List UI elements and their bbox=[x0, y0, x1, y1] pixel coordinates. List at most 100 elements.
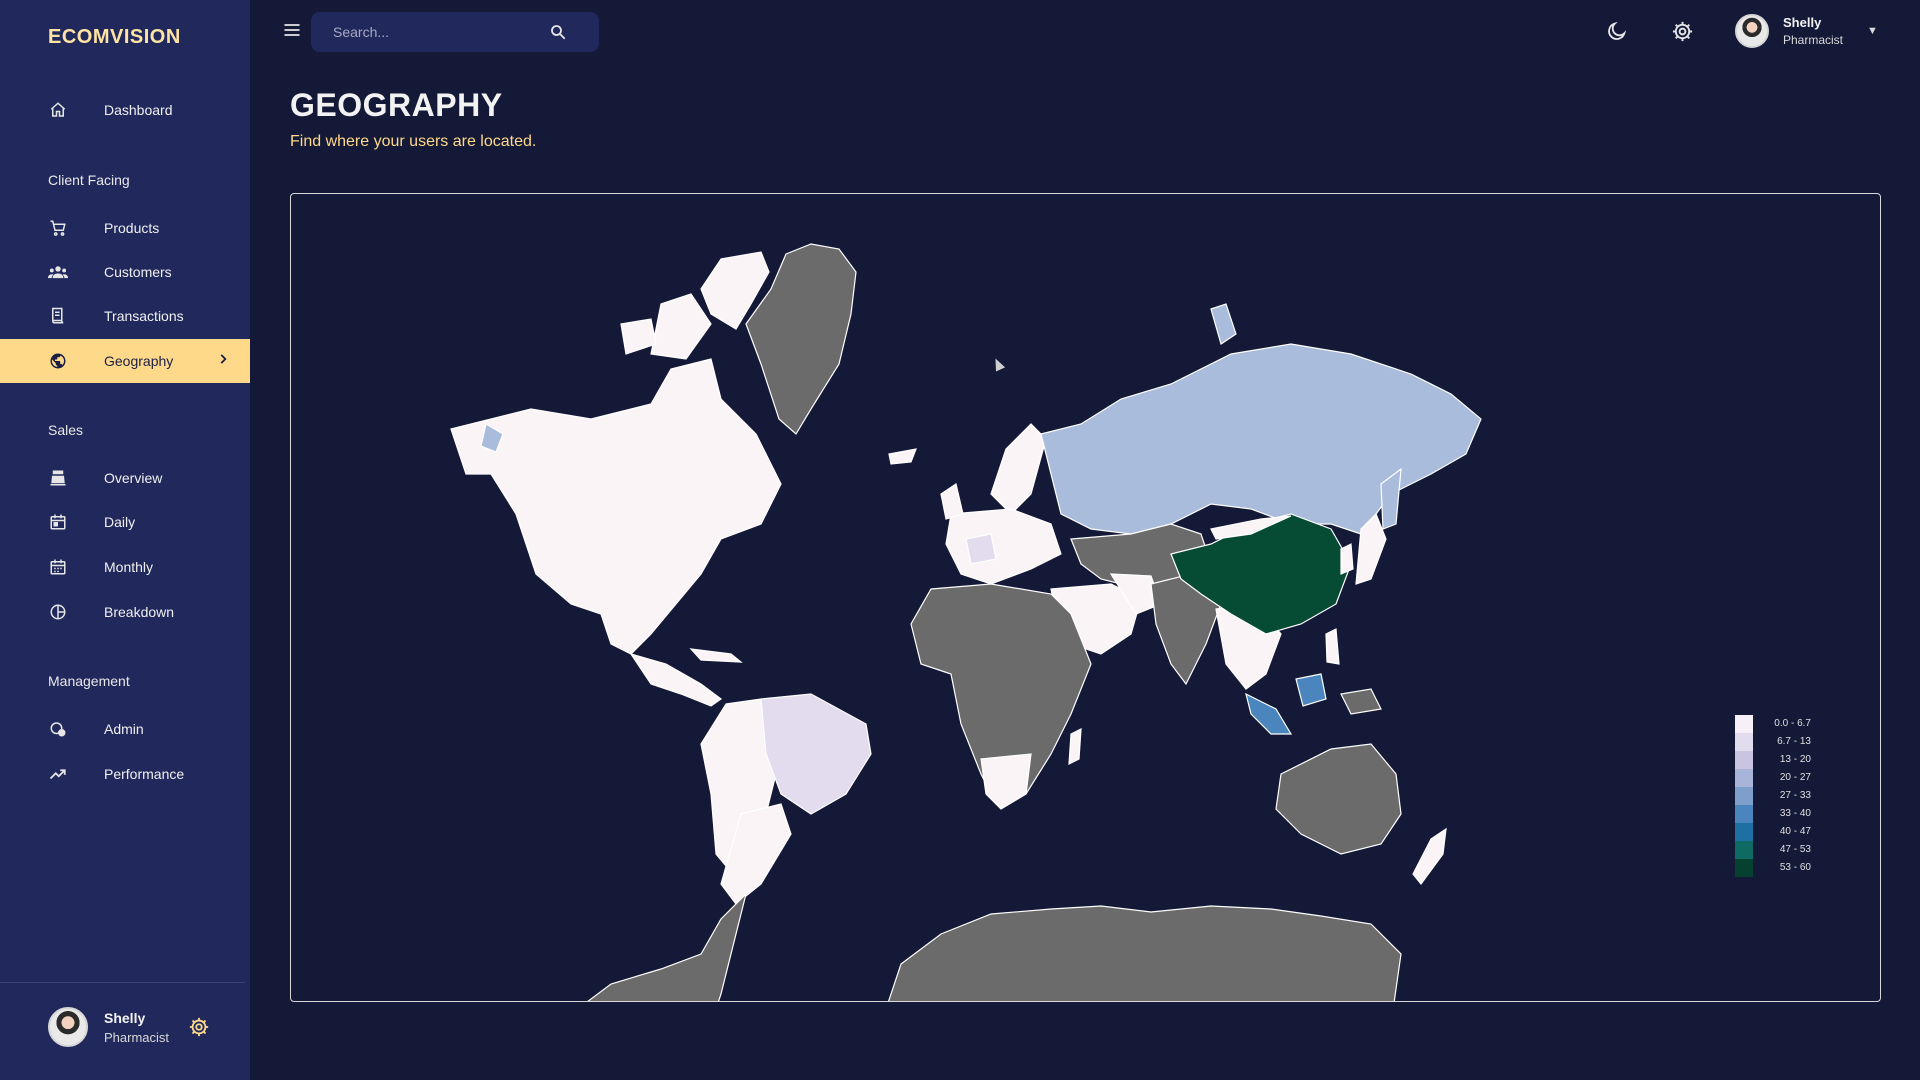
country-indonesia-borneo bbox=[1295, 673, 1327, 707]
legend-swatch bbox=[1735, 787, 1753, 805]
section-label-sales: Sales bbox=[48, 422, 84, 438]
country-antarctica-peninsula bbox=[587, 892, 748, 1001]
user-role: Pharmacist bbox=[1783, 33, 1844, 47]
sidebar-item-overview[interactable]: Overview bbox=[0, 456, 250, 500]
sidebar-item-label: Overview bbox=[104, 470, 163, 486]
globe-icon bbox=[48, 351, 68, 371]
country-central-america bbox=[629, 652, 723, 707]
sidebar-item-label: Breakdown bbox=[104, 604, 175, 620]
country-indonesia-sumatra bbox=[1245, 692, 1293, 735]
country-madagascar bbox=[1068, 727, 1082, 766]
legend-swatch bbox=[1735, 751, 1753, 769]
settings-icon[interactable] bbox=[1671, 20, 1695, 44]
sidebar-item-breakdown[interactable]: Breakdown bbox=[0, 590, 250, 634]
country-north-america bbox=[450, 358, 782, 655]
legend-swatch bbox=[1735, 859, 1753, 877]
admin-icon bbox=[48, 719, 68, 739]
country-alaska-tip bbox=[480, 423, 504, 453]
search-bar bbox=[311, 12, 599, 52]
sidebar-item-label: Admin bbox=[104, 721, 144, 737]
sidebar-item-transactions[interactable]: Transactions bbox=[0, 294, 250, 338]
country-mongolia bbox=[1210, 515, 1292, 540]
legend-swatch bbox=[1735, 805, 1753, 823]
search-input[interactable] bbox=[333, 22, 553, 42]
country-japan bbox=[1355, 512, 1387, 585]
legend-swatch bbox=[1735, 769, 1753, 787]
geography-map: 0.0 - 6.7 6.7 - 13 13 - 20 20 - 27 27 - … bbox=[290, 193, 1881, 1002]
sidebar-item-label: Transactions bbox=[104, 308, 184, 324]
search-icon[interactable] bbox=[549, 23, 567, 46]
country-russia bbox=[1040, 343, 1482, 535]
country-france bbox=[965, 533, 997, 565]
country-western-europe bbox=[945, 508, 1062, 585]
section-label-client-facing: Client Facing bbox=[48, 172, 130, 188]
section-label-management: Management bbox=[48, 673, 130, 689]
user-name: Shelly bbox=[1783, 15, 1822, 30]
user-name: Shelly bbox=[104, 1009, 146, 1026]
country-indonesia-east bbox=[1340, 688, 1382, 715]
country-argentina bbox=[720, 803, 792, 905]
country-canada-islands-3 bbox=[620, 318, 657, 355]
sidebar-item-admin[interactable]: Admin bbox=[0, 707, 250, 751]
calendar-month-icon bbox=[48, 557, 68, 577]
sidebar-user-profile[interactable]: Shelly Pharmacist bbox=[48, 1007, 169, 1047]
sidebar-item-label: Performance bbox=[104, 766, 185, 782]
sidebar: ECOMVISION Dashboard Client Facing Produ… bbox=[0, 0, 250, 1080]
chevron-right-icon bbox=[216, 352, 230, 371]
sidebar-item-label: Dashboard bbox=[104, 102, 173, 118]
country-brazil bbox=[760, 693, 872, 815]
country-philippines bbox=[1325, 628, 1340, 665]
legend-swatch bbox=[1735, 841, 1753, 859]
page-subtitle: Find where your users are located. bbox=[290, 133, 537, 150]
sidebar-item-monthly[interactable]: Monthly bbox=[0, 545, 250, 589]
sidebar-item-label: Products bbox=[104, 220, 160, 236]
country-south-africa bbox=[980, 753, 1032, 810]
sidebar-item-label: Customers bbox=[104, 264, 172, 280]
sidebar-item-daily[interactable]: Daily bbox=[0, 500, 250, 544]
page-title: GEOGRAPHY bbox=[290, 87, 503, 123]
sidebar-item-performance[interactable]: Performance bbox=[0, 752, 250, 796]
legend-swatch bbox=[1735, 715, 1753, 733]
sidebar-divider bbox=[0, 982, 245, 983]
country-kamchatka bbox=[1380, 467, 1402, 530]
topbar-user-menu[interactable]: Shelly Pharmacist ▼ bbox=[1735, 14, 1878, 48]
sidebar-item-dashboard[interactable]: Dashboard bbox=[0, 88, 250, 132]
calendar-day-icon bbox=[48, 512, 68, 532]
user-role: Pharmacist bbox=[104, 1029, 170, 1045]
legend-label: 0.0 - 6.7 bbox=[1774, 718, 1811, 729]
legend-swatch bbox=[1735, 733, 1753, 751]
receipt-icon bbox=[48, 306, 68, 326]
brand-logo-text[interactable]: ECOMVISION bbox=[48, 26, 181, 48]
country-korea bbox=[1340, 543, 1354, 575]
sidebar-item-customers[interactable]: Customers bbox=[0, 250, 250, 294]
menu-icon[interactable] bbox=[282, 20, 302, 40]
dark-mode-icon[interactable] bbox=[1606, 20, 1630, 44]
trending-up-icon bbox=[48, 764, 68, 784]
legend-label: 33 - 40 bbox=[1779, 808, 1811, 819]
sidebar-item-label: Daily bbox=[104, 514, 136, 530]
sidebar-item-label: Monthly bbox=[104, 559, 154, 575]
sidebar-item-products[interactable]: Products bbox=[0, 206, 250, 250]
avatar bbox=[48, 1007, 88, 1047]
home-icon bbox=[48, 100, 68, 120]
legend-label: 47 - 53 bbox=[1779, 844, 1811, 855]
country-canada-islands-2 bbox=[650, 293, 712, 360]
country-iceland bbox=[888, 448, 917, 465]
sidebar-item-geography[interactable]: Geography bbox=[0, 339, 250, 383]
sidebar-item-label: Geography bbox=[104, 353, 174, 369]
legend-label: 13 - 20 bbox=[1779, 754, 1811, 765]
country-uk bbox=[940, 483, 964, 520]
groups-icon bbox=[48, 262, 68, 282]
avatar bbox=[1735, 14, 1769, 48]
world-map-svg[interactable] bbox=[291, 194, 1881, 1002]
legend-label: 20 - 27 bbox=[1779, 772, 1811, 783]
arrow-drop-down-icon: ▼ bbox=[1867, 25, 1878, 37]
settings-icon[interactable] bbox=[188, 1016, 210, 1043]
legend-label: 27 - 33 bbox=[1779, 790, 1811, 801]
country-arctic-islands-russia bbox=[1210, 303, 1237, 345]
pie-chart-icon bbox=[48, 602, 68, 622]
point-of-sale-icon bbox=[48, 468, 68, 488]
legend-label: 40 - 47 bbox=[1779, 826, 1811, 837]
country-scandinavia bbox=[990, 423, 1047, 515]
country-cuba bbox=[689, 648, 743, 663]
